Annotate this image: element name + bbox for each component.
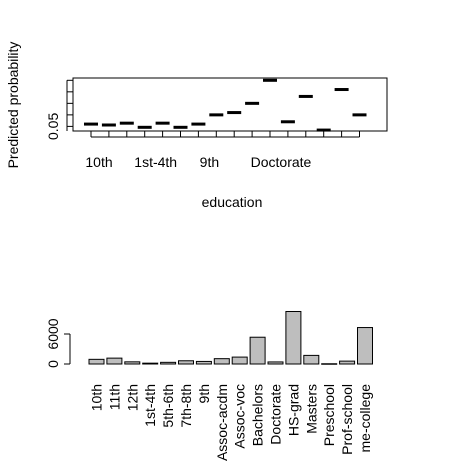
count-x-axis: 10th 11th 12th 1st-4th 5th-6th 7th-8th 9th Asso… <box>89 384 374 461</box>
probability-points <box>84 78 367 132</box>
count-bar <box>124 361 141 365</box>
count-bar <box>357 327 373 365</box>
count-x-tick-label: 12th <box>124 384 140 411</box>
count-x-tick-label: 5th-6th <box>160 384 176 428</box>
count-x-tick-label: 11th <box>106 384 122 410</box>
count-y-tick-label: 6000 <box>45 318 61 349</box>
count-chart: 0 6000 10th 11th 12th 1st-4th 5th-6th 7th-8th 9… <box>45 310 374 461</box>
count-x-tick-label: Assoc-voc <box>232 384 248 449</box>
count-x-tick-label: Prof-school <box>339 384 355 455</box>
count-x-tick-label: Assoc-acdm <box>214 384 230 461</box>
count-bar <box>303 354 320 365</box>
count-bar <box>106 357 123 365</box>
probability-x-axis: 10th 1st-4th 9th Doctorate <box>85 131 360 170</box>
count-bars <box>88 310 373 365</box>
count-x-tick-label: 9th <box>196 384 212 403</box>
count-x-tick-label: Bachelors <box>250 384 266 446</box>
count-x-tick-label: Preschool <box>321 384 337 446</box>
count-bar <box>160 361 177 365</box>
probability-x-tick-label: 9th <box>200 154 219 170</box>
count-bar <box>178 360 194 365</box>
probability-y-axis-label: Predicted probability <box>5 42 21 169</box>
count-bar <box>195 360 212 365</box>
count-bar <box>249 336 266 365</box>
count-bar <box>267 361 284 365</box>
probability-chart: 0.05 10th 1st-4th 9th Doctorate Predicted p… <box>5 42 388 210</box>
count-bar <box>88 358 105 365</box>
count-x-tick-label: 7th-8th <box>178 384 194 428</box>
count-bar <box>285 310 302 365</box>
count-bar <box>231 356 248 365</box>
probability-plot-frame <box>72 77 388 132</box>
probability-x-tick-label: 10th <box>85 154 112 170</box>
count-y-tick-label: 0 <box>45 360 61 368</box>
probability-x-tick-label: Doctorate <box>251 154 312 170</box>
count-x-tick-label: Doctorate <box>268 384 284 445</box>
count-bar <box>339 360 356 365</box>
count-y-axis: 0 6000 <box>45 318 71 368</box>
count-bar <box>142 362 159 365</box>
count-x-tick-label: Masters <box>303 384 319 434</box>
count-x-tick-label: 1st-4th <box>142 384 158 427</box>
probability-y-tick-label: 0.05 <box>45 113 61 140</box>
count-x-tick-label: me-college <box>357 384 373 453</box>
count-bar <box>213 358 230 365</box>
probability-y-axis: 0.05 <box>45 79 73 140</box>
count-x-tick-label: HS-grad <box>285 384 301 436</box>
probability-x-tick-label: 1st-4th <box>134 154 177 170</box>
count-bar <box>321 363 338 365</box>
count-x-tick-label: 10th <box>89 384 105 411</box>
probability-x-axis-label: education <box>202 194 263 210</box>
